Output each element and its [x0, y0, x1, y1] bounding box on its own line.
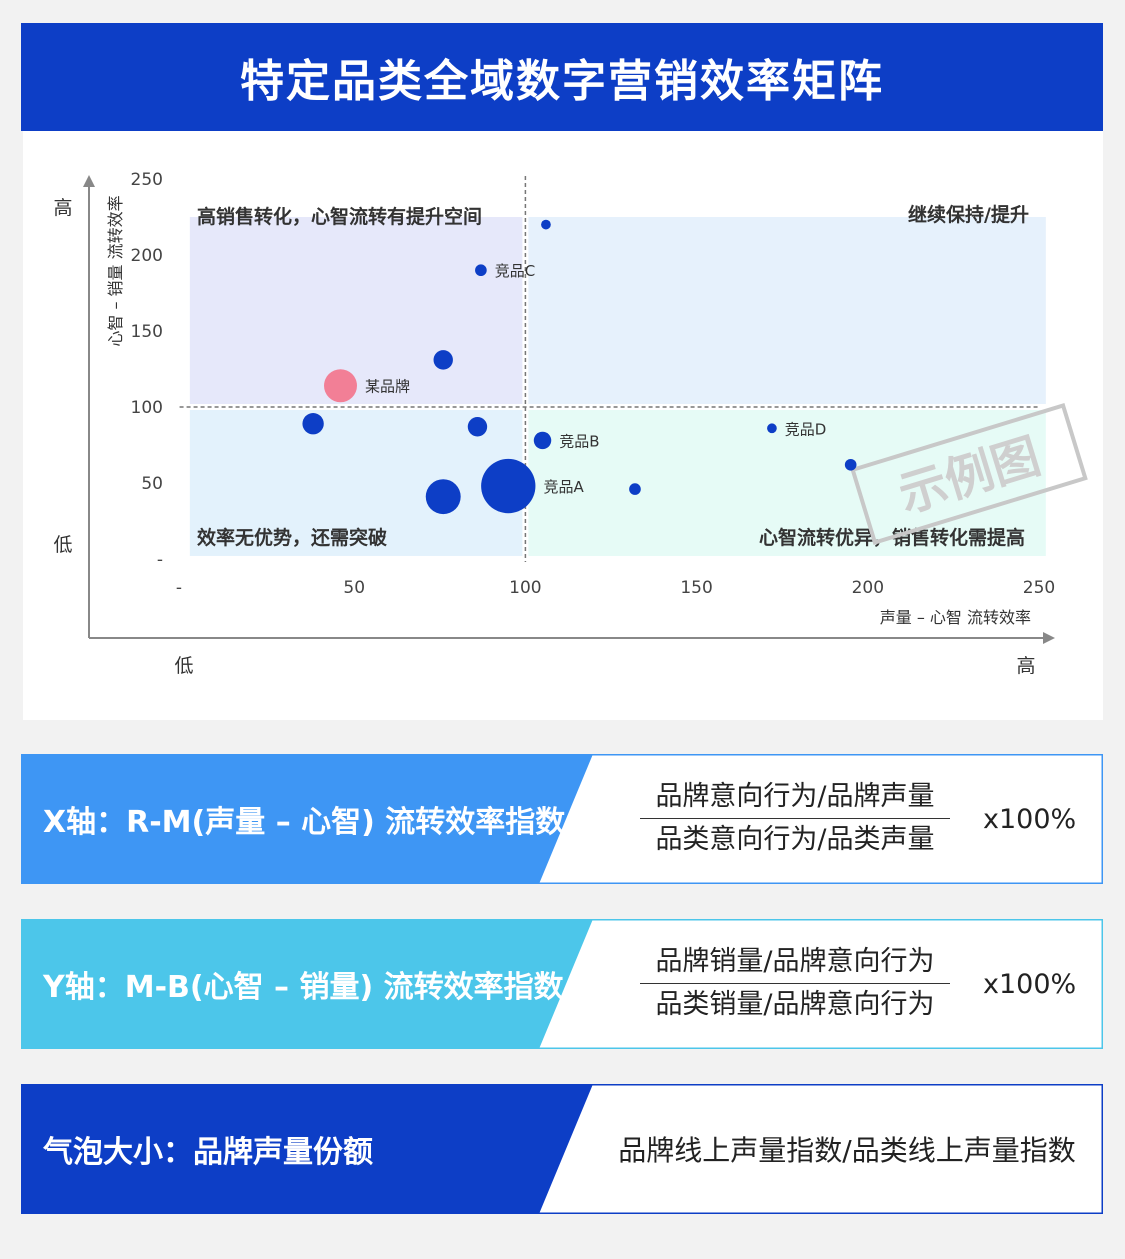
x-axis-formula-row: X轴：R-M(声量 – 心智) 流转效率指数 品牌意向行为/品牌声量 品类意向行…: [21, 754, 1103, 884]
bubble-某品牌: [324, 369, 357, 403]
bubble: [302, 413, 324, 435]
bubble-label: 竞品C: [495, 262, 535, 280]
y-axis-formula-label: Y轴：M-B(心智 – 销量) 流转效率指数: [43, 970, 564, 1005]
bubble-size-formula: 品牌线上声量指数/品类线上声量指数: [618, 1134, 1076, 1167]
x-axis-title: 声量 – 心智 流转效率: [880, 608, 1031, 627]
bubble-竞品C: [475, 264, 487, 277]
y-low-label: 低: [53, 534, 72, 556]
bubble-size-row: 气泡大小：品牌声量份额 品牌线上声量指数/品类线上声量指数: [21, 1084, 1103, 1214]
x-axis-formula-band: [21, 754, 1103, 884]
bubble-label: 竞品D: [785, 420, 827, 438]
y-axis-title: 心智 – 销量 流转效率: [106, 195, 125, 346]
y-axis-formula-band: [21, 919, 1103, 1049]
y-axis-denominator: 品类销量/品牌意向行为: [655, 989, 935, 1020]
x-axis-denominator: 品类意向行为/品类声量: [655, 824, 935, 855]
bubble: [629, 483, 641, 495]
quadrant-bottom-right-bg: [528, 410, 1046, 556]
bubble-size-band: [21, 1084, 1103, 1214]
bubble-chart: 高销售转化，心智流转有提升空间 继续保持/提升 效率无优势，还需突破 心智流转优…: [53, 170, 1088, 677]
y-tick-label: 100: [131, 398, 163, 418]
x-axis-multiplier: x100%: [983, 803, 1077, 835]
bubble-竞品D: [767, 423, 777, 434]
y-tick-label: 150: [131, 322, 163, 342]
quadrant-label-top-right: 继续保持/提升: [908, 203, 1029, 226]
x-tick-label: 200: [852, 578, 884, 598]
x-axis-formula-label: X轴：R-M(声量 – 心智) 流转效率指数: [43, 805, 566, 840]
bubble-size-label: 气泡大小：品牌声量份额: [43, 1135, 373, 1170]
quadrant-label-bottom-left: 效率无优势，还需突破: [197, 526, 387, 549]
y-tick-label: 200: [131, 246, 163, 266]
y-axis-formula-row: Y轴：M-B(心智 – 销量) 流转效率指数 品牌销量/品牌意向行为 品类销量/…: [21, 919, 1103, 1049]
y-high-label: 高: [53, 197, 72, 219]
bubble: [844, 458, 857, 471]
x-tick-label: 100: [509, 578, 541, 598]
y-axis-numerator: 品牌销量/品牌意向行为: [655, 946, 935, 977]
x-high-label: 高: [1016, 655, 1035, 677]
x-tick-label: 250: [1023, 578, 1055, 598]
fraction-line: [640, 983, 950, 984]
x-axis-numerator: 品牌意向行为/品牌声量: [655, 781, 935, 812]
bubble-label: 某品牌: [365, 378, 410, 396]
x-low-label: 低: [174, 655, 193, 677]
fraction-line: [640, 818, 950, 819]
y-tick-label: -: [157, 550, 163, 570]
y-axis-multiplier: x100%: [983, 968, 1077, 1000]
bubble: [433, 350, 453, 370]
y-axis-fraction: 品牌销量/品牌意向行为 品类销量/品牌意向行为: [633, 941, 957, 1027]
bubble-竞品A: [481, 458, 536, 514]
bubble: [425, 479, 461, 515]
page-title: 特定品类全域数字营销效率矩阵: [21, 23, 1103, 131]
bubble-竞品B: [533, 431, 552, 450]
quadrant-top-left-bg: [189, 217, 523, 404]
x-tick-label: 150: [680, 578, 712, 598]
y-tick-label: 50: [141, 474, 163, 494]
bubble-label: 竞品B: [559, 432, 599, 450]
bubble: [467, 417, 488, 437]
x-axis-fraction: 品牌意向行为/品牌声量 品类意向行为/品类声量: [633, 776, 957, 862]
chart-panel: 高销售转化，心智流转有提升空间 继续保持/提升 效率无优势，还需突破 心智流转优…: [23, 131, 1103, 720]
y-tick-label: 250: [131, 170, 163, 190]
quadrant-label-top-left: 高销售转化，心智流转有提升空间: [197, 205, 482, 228]
x-tick-label: 50: [343, 578, 365, 598]
quadrant-bottom-left-bg: [189, 410, 523, 556]
quadrant-top-right-bg: [528, 217, 1046, 404]
bubble: [541, 219, 551, 230]
bubble-label: 竞品A: [543, 478, 584, 496]
x-tick-label: -: [176, 578, 182, 598]
